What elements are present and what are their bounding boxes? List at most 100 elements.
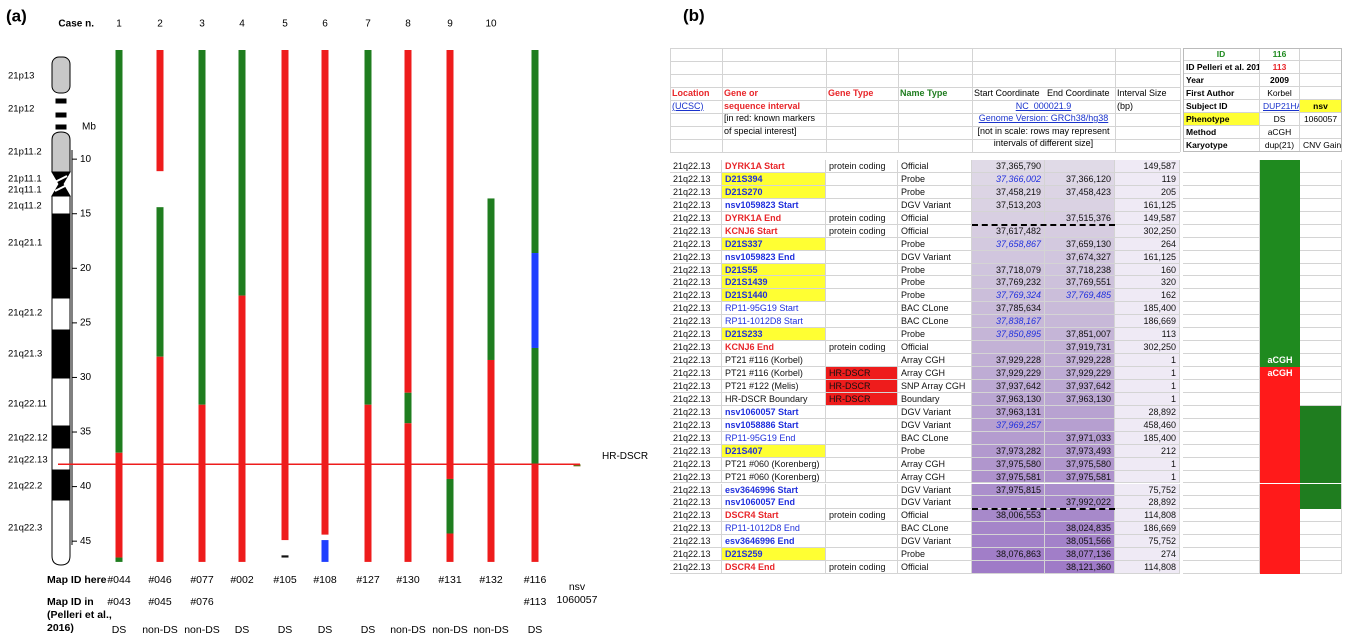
table-cell: 1 bbox=[1115, 367, 1180, 380]
table-cell: 38,051,566 bbox=[1045, 535, 1115, 549]
row-value: #116 bbox=[523, 574, 547, 586]
side-cell bbox=[1183, 172, 1260, 186]
table-cell bbox=[826, 457, 898, 471]
nsv-cell bbox=[1300, 328, 1342, 342]
table-cell: 21q22.13 bbox=[670, 431, 722, 445]
table-cell: 37,975,580 bbox=[1045, 457, 1115, 471]
info-frame bbox=[1183, 48, 1342, 152]
table-cell: D21S233 bbox=[722, 328, 826, 342]
table-cell: DGV Variant bbox=[898, 250, 972, 264]
table-cell: 37,975,581 bbox=[1045, 470, 1115, 484]
band-label: 21p11.2 bbox=[8, 147, 42, 158]
header-text: Gene Type bbox=[828, 88, 874, 98]
nsv-cell bbox=[1300, 548, 1342, 562]
table-cell: 37,929,229 bbox=[1045, 367, 1115, 380]
segment bbox=[487, 198, 495, 360]
side-cell bbox=[1183, 160, 1260, 173]
info-cell: First Author bbox=[1183, 87, 1260, 100]
header-text: [not in scale: rows may represent bbox=[977, 125, 1110, 136]
segment bbox=[446, 533, 454, 562]
case-cell bbox=[1260, 535, 1300, 549]
segment bbox=[198, 404, 206, 562]
band bbox=[51, 195, 71, 215]
header-rule bbox=[1180, 48, 1181, 152]
table-cell bbox=[1045, 198, 1115, 212]
case-cell bbox=[1260, 315, 1300, 329]
table-cell: 113 bbox=[1115, 328, 1180, 342]
segment bbox=[115, 557, 123, 562]
hr-dscr-label: HR-DSCR bbox=[602, 451, 648, 462]
table-cell: Probe bbox=[898, 263, 972, 277]
table-cell: 37,365,790 bbox=[972, 160, 1045, 173]
header-text: Name Type bbox=[900, 88, 948, 98]
table-cell: 37,937,642 bbox=[1045, 379, 1115, 393]
segment bbox=[115, 452, 123, 558]
table-cell: 37,973,282 bbox=[972, 444, 1045, 458]
table-cell: D21S407 bbox=[722, 444, 826, 458]
side-cell bbox=[1183, 496, 1260, 510]
nsv-cell bbox=[1300, 457, 1342, 471]
table-cell: 21q22.13 bbox=[670, 211, 722, 225]
band bbox=[51, 425, 71, 449]
table-cell bbox=[972, 522, 1045, 536]
panel-a: (a) Case n. 1 2 3 4 5 6 7 8 9 1021p1321p1221p11.221… bbox=[6, 6, 648, 566]
table-cell: 161,125 bbox=[1115, 250, 1180, 264]
header-rule bbox=[670, 139, 1180, 140]
side-cell bbox=[1183, 483, 1260, 497]
table-cell: esv3646996 End bbox=[722, 535, 826, 549]
table-cell: protein coding bbox=[826, 561, 898, 575]
table-cell bbox=[826, 431, 898, 445]
side-cell bbox=[1183, 457, 1260, 471]
case-cell bbox=[1260, 444, 1300, 458]
segment bbox=[321, 50, 329, 535]
row-value: DS bbox=[234, 624, 250, 636]
table-cell bbox=[826, 250, 898, 264]
nsv-cell bbox=[1300, 185, 1342, 199]
nsv-cell bbox=[1300, 237, 1342, 251]
header-rule bbox=[898, 48, 899, 152]
nsv-cell bbox=[1300, 496, 1342, 510]
table-cell: 28,892 bbox=[1115, 496, 1180, 510]
nsv-cell bbox=[1300, 198, 1342, 212]
row-value: DS bbox=[111, 624, 127, 636]
nsv-cell bbox=[1300, 160, 1342, 173]
case-cell bbox=[1260, 328, 1300, 342]
side-cell bbox=[1183, 302, 1260, 316]
nsv-cell bbox=[1300, 367, 1342, 380]
info-cell[interactable]: DUP21HAD bbox=[1260, 100, 1300, 113]
table-cell: HR-DSCR Boundary bbox=[722, 392, 826, 406]
band-label: 21q11.1 bbox=[8, 185, 42, 196]
table-cell: PT21 #116 (Korbel) bbox=[722, 354, 826, 368]
table-cell: 37,963,131 bbox=[972, 405, 1045, 419]
side-cell bbox=[1183, 418, 1260, 432]
case-number: 1 bbox=[116, 19, 122, 30]
row-value: #043 bbox=[107, 596, 131, 608]
table-cell: 21q22.13 bbox=[670, 160, 722, 173]
side-cell bbox=[1183, 561, 1260, 575]
case-cell bbox=[1260, 405, 1300, 419]
case-cell bbox=[1260, 392, 1300, 406]
table-cell: HR-DSCR bbox=[826, 367, 898, 380]
table-cell: 21q22.13 bbox=[670, 457, 722, 471]
case-cell bbox=[1260, 302, 1300, 316]
table-cell: 1 bbox=[1115, 457, 1180, 471]
table-cell bbox=[826, 185, 898, 199]
table-cell: DYRK1A Start bbox=[722, 160, 826, 173]
band-label: 21p12 bbox=[8, 104, 34, 115]
row-value: #045 bbox=[148, 596, 172, 608]
table-cell: 264 bbox=[1115, 237, 1180, 251]
case-number: 3 bbox=[199, 19, 205, 30]
table-cell: 21q22.13 bbox=[670, 392, 722, 406]
header-text: NC_000021.9 bbox=[1015, 100, 1072, 111]
band-label: 21q21.1 bbox=[8, 238, 42, 249]
table-cell: 37,458,219 bbox=[972, 185, 1045, 199]
table-cell: 21q22.13 bbox=[670, 418, 722, 432]
band-label: 21q21.3 bbox=[8, 349, 42, 360]
table-cell: protein coding bbox=[826, 211, 898, 225]
table-cell: 37,769,324 bbox=[972, 289, 1045, 303]
header-text: sequence interval bbox=[724, 100, 801, 111]
table-cell: Probe bbox=[898, 237, 972, 251]
table-cell: Probe bbox=[898, 172, 972, 186]
table-cell: nsv1060057 Start bbox=[722, 405, 826, 419]
table-cell: 37,975,580 bbox=[972, 457, 1045, 471]
